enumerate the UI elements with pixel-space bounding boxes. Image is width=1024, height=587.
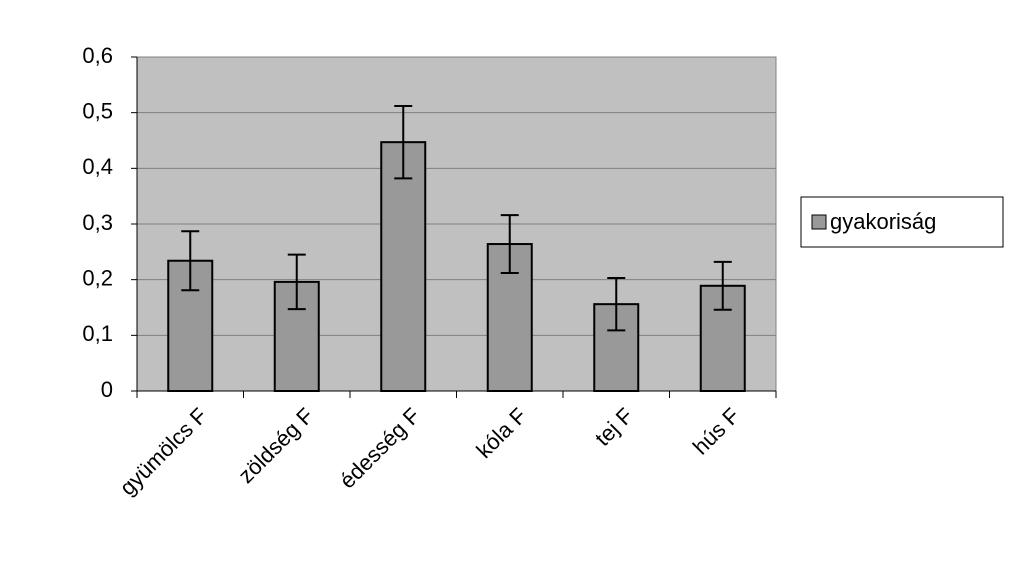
y-tick-label: 0,4: [82, 154, 113, 179]
x-tick-label: kóla F: [471, 403, 531, 463]
x-tick-label: tej F: [590, 403, 638, 451]
y-tick-label: 0,1: [82, 321, 113, 346]
error-bar: [500, 214, 519, 274]
legend-box: [800, 196, 1004, 248]
y-tick-label: 0,2: [82, 265, 113, 290]
y-tick-label: 0: [101, 377, 113, 402]
error-bar: [287, 253, 306, 311]
error-bar: [181, 230, 200, 292]
error-bar: [713, 260, 732, 311]
legend-label: gyakoriság: [830, 209, 936, 234]
y-tick-label: 0,6: [82, 43, 113, 68]
x-tick-label: zöldség F: [233, 403, 318, 488]
error-bar: [607, 276, 626, 332]
x-tick-label: gyümölcs F: [115, 403, 212, 500]
y-tick-label: 0,5: [82, 98, 113, 123]
x-tick-label: édesség F: [335, 403, 425, 493]
bar: [380, 141, 427, 392]
y-tick-label: 0,3: [82, 210, 113, 235]
x-tick-label: hús F: [688, 403, 745, 460]
legend-swatch: [811, 214, 827, 230]
error-bar: [394, 104, 413, 180]
